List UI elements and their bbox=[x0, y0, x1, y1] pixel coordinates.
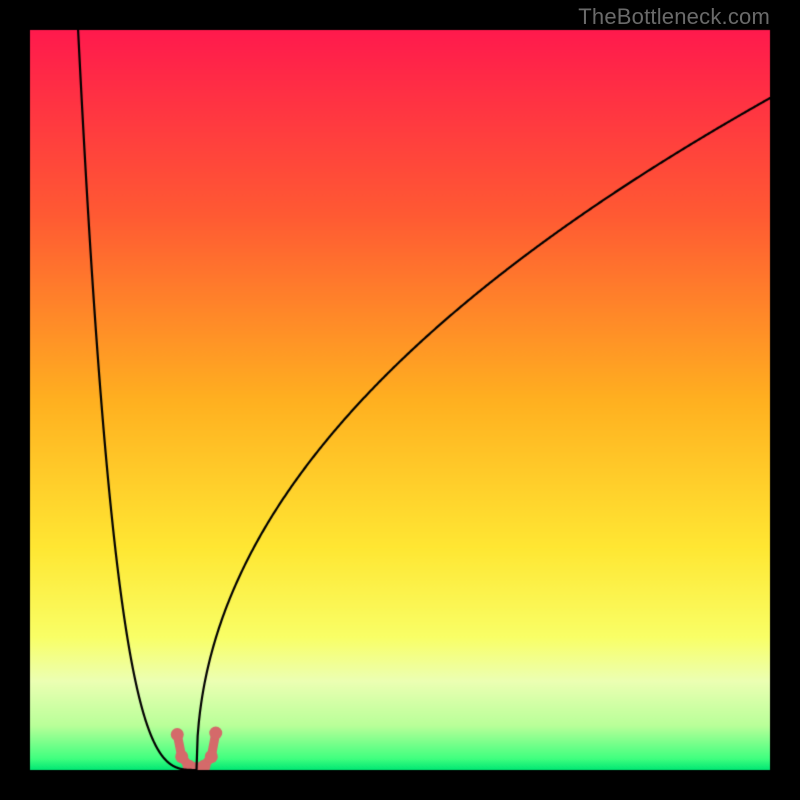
chart-container: TheBottleneck.com bbox=[0, 0, 800, 800]
bottleneck-curve-chart bbox=[0, 0, 800, 800]
watermark-text: TheBottleneck.com bbox=[578, 4, 770, 30]
